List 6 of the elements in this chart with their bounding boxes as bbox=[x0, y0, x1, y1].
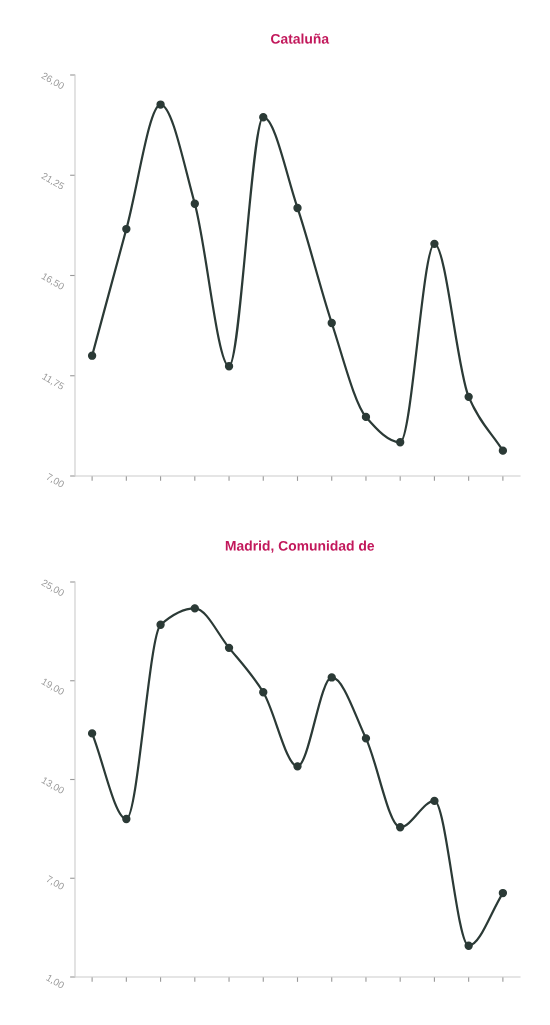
y-tick-label: 21,25 bbox=[40, 172, 65, 191]
chart-title: Madrid, Comunidad de bbox=[225, 540, 375, 553]
y-tick-label: 7,00 bbox=[45, 472, 65, 489]
chart-title: Cataluña bbox=[271, 33, 330, 44]
y-tick-label: 1,00 bbox=[45, 974, 65, 990]
y-tick-label: 7,00 bbox=[45, 875, 65, 892]
